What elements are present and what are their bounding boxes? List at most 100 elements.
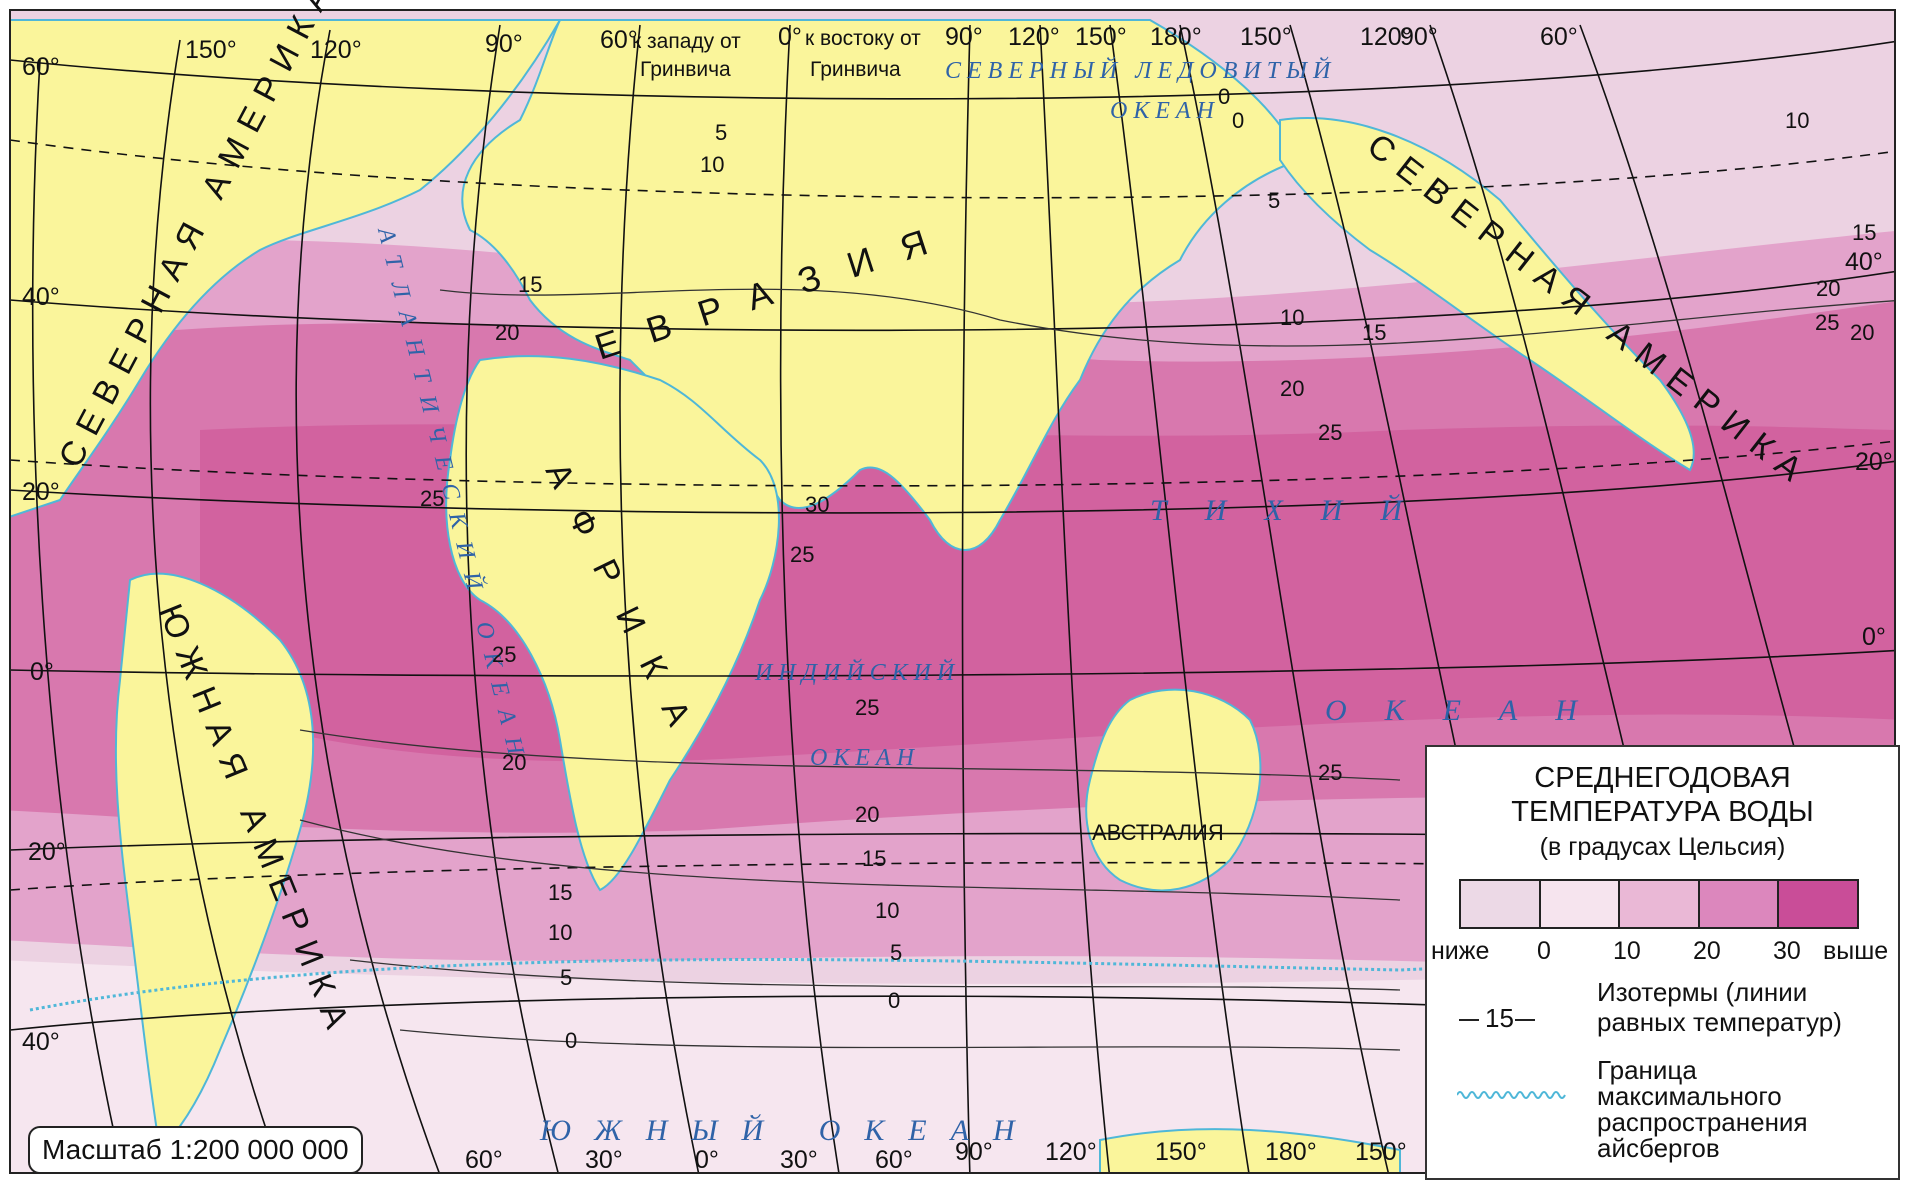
legend-tick: 20 xyxy=(1693,937,1721,965)
meridian-label: 0° xyxy=(778,23,802,51)
parallel-label: 20° xyxy=(28,838,66,866)
meridian-label: 120° xyxy=(1360,23,1412,51)
meridian-label: 180° xyxy=(1150,23,1202,51)
ocean-label-southern: ЮЖНЫЙ ОКЕАН xyxy=(539,1114,1039,1147)
north-america-left-land xyxy=(10,19,562,518)
isotherm-label: 15 xyxy=(518,272,542,297)
legend-title: ТЕМПЕРАТУРА ВОДЫ xyxy=(1511,796,1814,828)
legend-color-scale xyxy=(1459,879,1859,929)
isotherm-label: 0 xyxy=(1232,108,1244,133)
parallel-label: 40° xyxy=(22,283,60,311)
meridian-label: 90° xyxy=(945,23,983,51)
isotherm-label: 5 xyxy=(890,940,902,965)
isotherm-label: 5 xyxy=(560,965,572,990)
meridian-label: 90° xyxy=(1400,23,1438,51)
meridian-label: 90° xyxy=(485,30,523,58)
meridian-label: 150° xyxy=(1155,1138,1207,1166)
ocean-label-pacific: ТИХИЙ xyxy=(1150,494,1440,527)
west-of-label: к западу от xyxy=(632,30,741,53)
meridian-label: 60° xyxy=(875,1146,913,1174)
meridian-label: 120° xyxy=(310,36,362,64)
isotherm-label: 10 xyxy=(700,152,724,177)
meridian-label: 60° xyxy=(600,26,638,54)
zone-below-0 xyxy=(10,960,1895,1173)
isotherm-label: 25 xyxy=(1318,420,1342,445)
legend-tick: 10 xyxy=(1613,937,1641,965)
legend-title: СРЕДНЕГОДОВАЯ xyxy=(1534,762,1791,794)
isotherm-sample-line xyxy=(1515,1019,1535,1021)
isotherm-label: 10 xyxy=(1785,108,1809,133)
meridian-label: 30° xyxy=(585,1146,623,1174)
isotherm-sample-value: 15 xyxy=(1485,1003,1514,1033)
ocean-label-indian: ОКЕАН xyxy=(810,745,920,771)
parallel-label: 40° xyxy=(1845,248,1883,276)
isotherm-label: 0 xyxy=(888,988,900,1013)
isotherm-label: 5 xyxy=(715,120,727,145)
isotherm-label: 15 xyxy=(862,846,886,871)
map-frame xyxy=(9,9,1896,1174)
meridian-label: 120° xyxy=(1045,1138,1097,1166)
meridian-label: 150° xyxy=(1355,1138,1407,1166)
africa-land xyxy=(445,355,780,892)
map-scale: Масштаб 1:200 000 000 xyxy=(28,1126,363,1174)
color-bin-0-10 xyxy=(1540,881,1621,927)
greenwich-label: Гринвича xyxy=(810,58,901,81)
color-bin-10-20 xyxy=(1620,881,1700,927)
isotherm-label: 25 xyxy=(492,642,516,667)
isotherm-label: 10 xyxy=(875,898,899,923)
ocean-label-arctic: ОКЕАН xyxy=(1110,98,1220,124)
ocean-label-pacific: ОКЕАН xyxy=(1325,694,1615,727)
isotherm-label: 10 xyxy=(1280,305,1304,330)
meridian-label: 90° xyxy=(955,1138,993,1166)
legend-tick: 0 xyxy=(1537,937,1551,965)
australia-land xyxy=(1085,688,1262,892)
isotherm-label: 25 xyxy=(855,695,879,720)
south-america-land xyxy=(114,572,315,1153)
greenwich-label: Гринвича xyxy=(640,58,731,81)
legend-panel: СРЕДНЕГОДОВАЯ ТЕМПЕРАТУРА ВОДЫ (в градус… xyxy=(1425,745,1900,1180)
meridian-label: 60° xyxy=(465,1146,503,1174)
color-bin-above-30 xyxy=(1779,881,1857,927)
north-america-right-land xyxy=(1279,117,1695,472)
isotherm-label: 20 xyxy=(1850,320,1874,345)
parallel-label: 40° xyxy=(22,1028,60,1056)
meridian-label: 30° xyxy=(780,1146,818,1174)
isotherm-label: 15 xyxy=(1852,220,1876,245)
isotherm-label: 15 xyxy=(1362,320,1386,345)
continent-label-australia: АВСТРАЛИЯ xyxy=(1092,820,1224,845)
isotherm-sample-line xyxy=(1459,1019,1479,1021)
isotherm-label: 20 xyxy=(502,750,526,775)
east-of-label: к востоку от xyxy=(805,27,921,50)
legend-tick: ниже xyxy=(1431,937,1490,965)
isotherm-label: 10 xyxy=(548,920,572,945)
meridian-label: 60° xyxy=(1540,23,1578,51)
meridian-label: 60° xyxy=(22,53,60,81)
isotherm-label: 0 xyxy=(1218,84,1230,109)
isotherm-label: 25 xyxy=(790,542,814,567)
isotherm-label: 0 xyxy=(565,1028,577,1053)
parallel-label: 0° xyxy=(30,658,54,686)
ocean-label-indian: ИНДИЙСКИЙ xyxy=(754,659,960,686)
antarctica-land xyxy=(1099,1128,1401,1173)
legend-iceberg-text: Граница xyxy=(1597,1055,1697,1085)
isotherm-lines xyxy=(299,288,1895,1051)
parallel-label: 0° xyxy=(1862,623,1886,651)
isotherm-label: 25 xyxy=(420,486,444,511)
color-bin-below-0 xyxy=(1461,881,1541,927)
ocean-label-arctic: СЕВЕРНЫЙ ЛЕДОВИТЫЙ xyxy=(945,57,1336,84)
isotherm-label: 20 xyxy=(495,320,519,345)
isotherm-label: 20 xyxy=(1816,276,1840,301)
meridian-label: 150° xyxy=(1240,23,1292,51)
meridian-label: 180° xyxy=(1265,1138,1317,1166)
isotherm-label: 15 xyxy=(548,880,572,905)
isotherm-label: 5 xyxy=(1268,188,1280,213)
legend-isotherm-text: Изотермы (линии xyxy=(1597,977,1808,1007)
meridian-label: 0° xyxy=(695,1146,719,1174)
meridian-label: 150° xyxy=(185,36,237,64)
meridian-label: 120° xyxy=(1008,23,1060,51)
meridian-label: 150° xyxy=(1075,23,1127,51)
isotherm-label: 20 xyxy=(1280,376,1304,401)
parallel-label: 20° xyxy=(1855,448,1893,476)
legend-iceberg-text: айсбергов xyxy=(1597,1133,1720,1163)
